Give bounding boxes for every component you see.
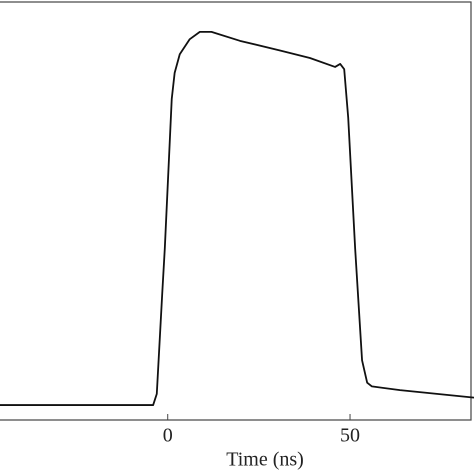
line — [0, 30, 474, 406]
plot-frame — [0, 1, 472, 421]
x-tick-label: 0 — [163, 425, 173, 447]
x-axis-label: Time (ns) — [226, 449, 304, 471]
x-tick-label: 50 — [340, 425, 360, 447]
